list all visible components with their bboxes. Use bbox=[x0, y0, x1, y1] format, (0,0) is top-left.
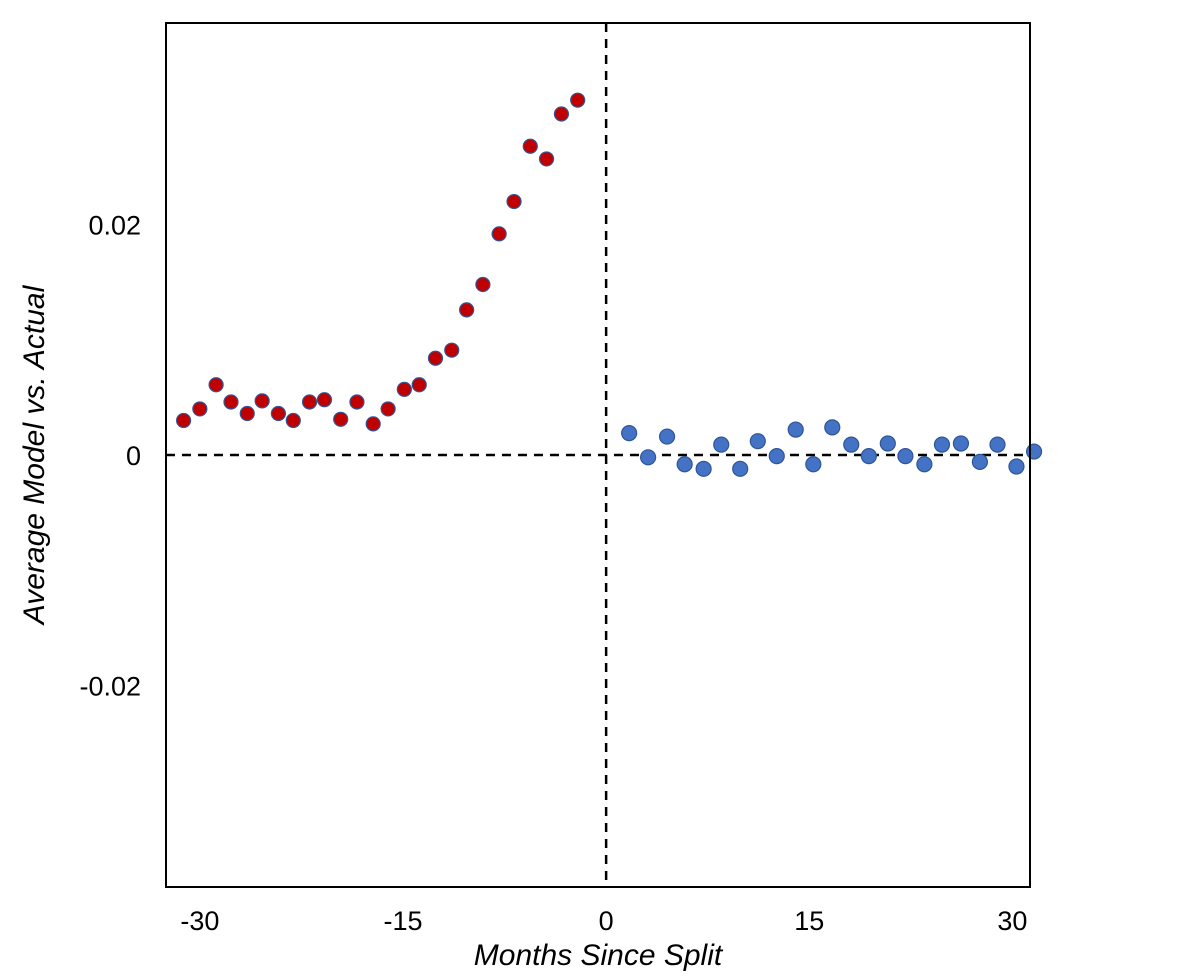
data-point bbox=[522, 138, 538, 154]
data-point bbox=[971, 453, 988, 471]
data-point bbox=[787, 421, 804, 438]
data-point bbox=[349, 394, 365, 410]
data-point bbox=[843, 436, 860, 453]
data-point bbox=[860, 448, 877, 465]
y-tick-label: 0 bbox=[126, 441, 141, 471]
data-point bbox=[396, 381, 412, 397]
data-point bbox=[333, 411, 349, 427]
data-point bbox=[365, 416, 381, 432]
data-point bbox=[916, 456, 933, 473]
data-point bbox=[270, 405, 287, 422]
data-point bbox=[475, 276, 491, 293]
data-point bbox=[380, 401, 396, 417]
data-point bbox=[570, 92, 586, 108]
data-point bbox=[553, 106, 570, 122]
y-tick-label: -0.02 bbox=[79, 671, 141, 701]
x-tick-label: 15 bbox=[794, 906, 824, 936]
data-point bbox=[768, 448, 785, 465]
data-point bbox=[1008, 458, 1025, 475]
data-point bbox=[933, 436, 951, 453]
data-point bbox=[713, 436, 730, 453]
data-point bbox=[316, 392, 333, 408]
x-tick-label: 30 bbox=[997, 906, 1027, 936]
data-point bbox=[223, 394, 239, 410]
data-point bbox=[176, 412, 192, 429]
data-point bbox=[749, 433, 766, 450]
x-tick-label: -15 bbox=[383, 906, 422, 936]
data-points bbox=[176, 92, 1043, 477]
x-tick-label: 0 bbox=[599, 906, 614, 936]
data-point bbox=[192, 401, 208, 417]
data-point bbox=[506, 193, 522, 210]
reference-lines bbox=[166, 23, 1030, 887]
x-tick-labels: -30 -15 0 15 30 bbox=[180, 906, 1027, 936]
data-point bbox=[427, 350, 444, 366]
y-tick-label: 0.02 bbox=[88, 211, 141, 241]
data-point bbox=[952, 435, 970, 452]
data-point bbox=[459, 302, 475, 318]
data-point bbox=[208, 377, 224, 393]
plot-frame bbox=[165, 22, 1031, 888]
data-point bbox=[301, 394, 318, 410]
x-tick-label: -30 bbox=[180, 906, 219, 936]
data-point bbox=[491, 226, 507, 242]
data-point bbox=[676, 456, 693, 473]
y-tick-labels: 0.02 0 -0.02 bbox=[79, 211, 141, 702]
data-point bbox=[538, 151, 555, 167]
data-point bbox=[879, 435, 896, 452]
data-point bbox=[658, 428, 676, 445]
data-point bbox=[444, 342, 460, 358]
data-point bbox=[805, 456, 822, 473]
data-point bbox=[1025, 443, 1043, 460]
data-point bbox=[695, 460, 712, 477]
data-point bbox=[989, 436, 1006, 453]
data-point bbox=[640, 449, 657, 466]
data-point bbox=[239, 405, 255, 422]
data-point bbox=[285, 412, 301, 429]
data-point bbox=[824, 419, 841, 436]
data-point bbox=[254, 393, 270, 409]
data-point bbox=[732, 460, 749, 477]
x-axis-title: Months Since Split bbox=[474, 939, 724, 972]
data-point bbox=[897, 448, 914, 465]
data-point bbox=[411, 377, 427, 393]
y-axis-title: Average Model vs. Actual bbox=[18, 284, 51, 626]
data-point bbox=[621, 425, 638, 442]
